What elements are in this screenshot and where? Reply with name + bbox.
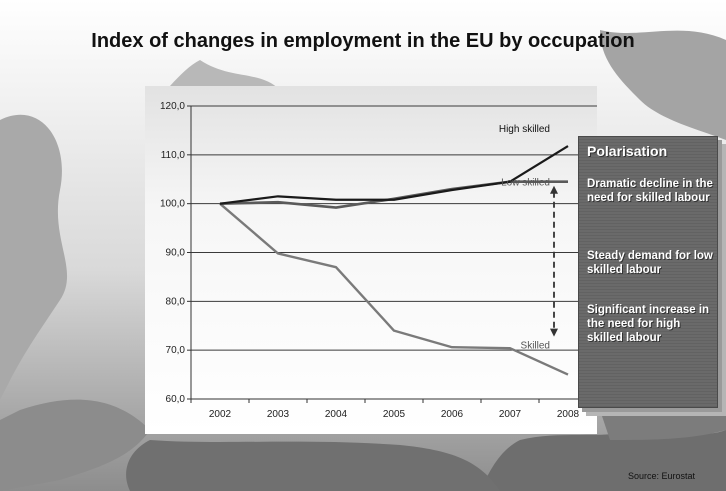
y-tick-label: 120,0 <box>160 101 185 112</box>
slide-title: Index of changes in employment in the EU… <box>91 30 635 52</box>
x-tick-label: 2002 <box>209 409 232 420</box>
polarisation-panel: Polarisation Dramatic decline in the nee… <box>578 136 718 408</box>
y-tick-label: 90,0 <box>166 248 186 259</box>
series-line-high-skilled <box>219 145 569 205</box>
x-tick-label: 2005 <box>383 409 406 420</box>
series-label-high-skilled: High skilled <box>499 124 550 135</box>
x-tick-label: 2004 <box>325 409 348 420</box>
chart-panel: 60,0 70,0 80,0 90,0 100,0 110,0 120,0 2002 2003 2… <box>145 86 597 434</box>
y-tick-label: 60,0 <box>166 394 186 405</box>
x-tick-label: 2008 <box>557 409 580 420</box>
series-label-low-skilled: Low skilled <box>501 178 550 189</box>
point-skilled-decline: Dramatic decline in the need for skilled… <box>587 178 713 204</box>
polarisation-arrow <box>550 185 558 337</box>
y-tick-label: 80,0 <box>166 296 186 307</box>
gridlines <box>191 105 597 351</box>
series-label-skilled: Skilled <box>521 341 550 352</box>
series-lines <box>219 145 569 376</box>
y-tick-label: 100,0 <box>160 199 185 210</box>
point-low-skilled-demand: Steady demand for low skilled labour <box>587 250 713 276</box>
x-tick-label: 2006 <box>441 409 464 420</box>
arrow-head-up <box>550 185 558 194</box>
series-line-skilled <box>219 202 569 376</box>
y-tick-label: 110,0 <box>161 150 186 161</box>
point-high-skilled-increase: Significant increase in the need for hig… <box>587 304 710 344</box>
series-labels: High skilled Low skilled Skilled <box>499 124 550 352</box>
axes: 60,0 70,0 80,0 90,0 100,0 110,0 120,0 2002 2003 2… <box>160 101 597 420</box>
polarisation-title: Polarisation <box>587 143 668 159</box>
x-tick-label: 2003 <box>267 409 290 420</box>
source-note: Source: Eurostat <box>628 471 696 481</box>
arrow-head-down <box>550 328 558 337</box>
line-chart: 60,0 70,0 80,0 90,0 100,0 110,0 120,0 2002 2003 2… <box>160 101 597 420</box>
x-tick-label: 2007 <box>499 409 522 420</box>
y-tick-label: 70,0 <box>166 345 186 356</box>
